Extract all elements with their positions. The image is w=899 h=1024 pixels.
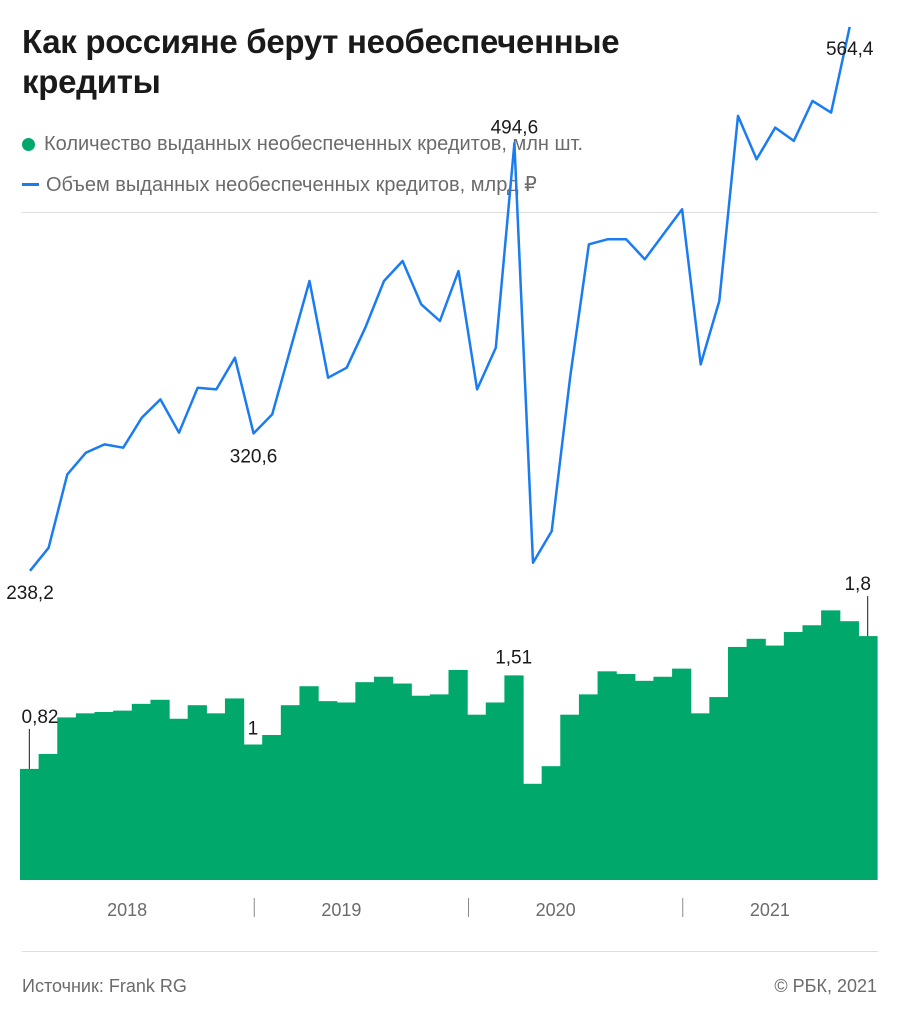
legend-item-volume: Объем выданных необеспеченных кредитов, … xyxy=(22,164,583,204)
data-label: 1,8 xyxy=(844,574,870,595)
bar xyxy=(243,744,263,880)
data-label: 564,4 xyxy=(826,39,874,60)
bar xyxy=(727,646,748,880)
bar xyxy=(262,735,282,880)
bar xyxy=(765,645,785,880)
bar xyxy=(355,682,375,880)
bar xyxy=(672,668,692,880)
x-tick-label: 2020 xyxy=(536,900,576,920)
bar xyxy=(858,636,878,880)
copyright: © РБК, 2021 xyxy=(774,976,877,996)
chart-title: Как россияне берут необеспеченные кредит… xyxy=(22,23,620,100)
legend: Количество выданных необеспеченных креди… xyxy=(22,124,583,204)
bar xyxy=(373,676,394,880)
bar xyxy=(746,638,766,880)
bar xyxy=(187,705,207,880)
bar xyxy=(485,702,505,880)
bar xyxy=(448,669,468,880)
bar xyxy=(411,695,431,880)
blue-line-icon xyxy=(22,182,39,186)
bar xyxy=(634,680,655,880)
bar xyxy=(318,701,338,880)
bar xyxy=(523,783,543,880)
bottom-divider xyxy=(22,951,878,952)
data-label: 320,6 xyxy=(230,446,278,467)
bar xyxy=(392,683,412,880)
x-tick-label: 2019 xyxy=(321,900,361,920)
bar xyxy=(206,713,226,880)
bar xyxy=(504,675,524,880)
legend-label-count: Количество выданных необеспеченных креди… xyxy=(44,132,584,155)
x-tick-label: 2018 xyxy=(107,900,147,920)
bar xyxy=(653,676,673,880)
data-label: 238,2 xyxy=(6,583,54,604)
top-divider xyxy=(22,212,878,213)
bar xyxy=(299,686,319,880)
bar xyxy=(280,705,301,880)
data-label: 1 xyxy=(248,719,259,740)
bar xyxy=(20,768,40,880)
data-label: 494,6 xyxy=(491,117,539,138)
bar xyxy=(131,703,152,880)
bar xyxy=(150,699,170,880)
bar xyxy=(783,632,804,880)
bar xyxy=(224,698,245,880)
bar xyxy=(336,702,356,880)
bar xyxy=(38,753,58,880)
legend-item-count: Количество выданных необеспеченных креди… xyxy=(22,124,583,164)
x-tick-label: 2021 xyxy=(750,900,790,920)
data-label: 0,82 xyxy=(22,707,59,728)
bar xyxy=(169,718,189,880)
bar xyxy=(429,694,450,880)
data-label: 1,51 xyxy=(495,647,532,668)
bar xyxy=(802,625,822,880)
bar xyxy=(560,714,580,880)
legend-label-volume: Объем выданных необеспеченных кредитов, … xyxy=(46,173,537,196)
bar xyxy=(75,713,96,880)
bar xyxy=(467,714,487,880)
bar xyxy=(541,766,561,880)
source-note: Источник: Frank RG xyxy=(22,976,187,996)
green-dot-icon xyxy=(22,137,35,151)
bar xyxy=(690,713,710,880)
bar xyxy=(839,621,859,880)
bar xyxy=(597,671,617,880)
bar xyxy=(821,610,841,880)
bar xyxy=(709,697,729,880)
line-series xyxy=(29,26,851,572)
bar xyxy=(578,694,599,880)
bar xyxy=(113,710,133,880)
bar xyxy=(616,674,636,880)
bar xyxy=(94,711,114,880)
bar xyxy=(57,717,77,880)
